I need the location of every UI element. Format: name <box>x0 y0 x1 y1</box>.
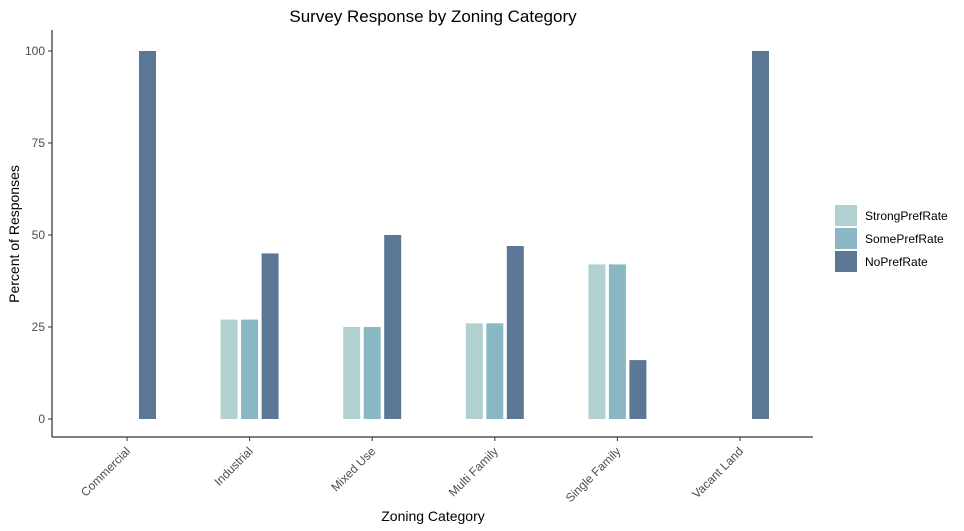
bar-StrongPrefRate-multi-family <box>465 323 483 419</box>
legend-label-NoPrefRate: NoPrefRate <box>865 255 928 269</box>
x-tick-label: Commercial <box>78 444 133 499</box>
x-tick-label: Multi Family <box>446 444 501 499</box>
y-tick-label: 75 <box>32 136 46 150</box>
x-tick-label: Mixed Use <box>328 444 378 494</box>
legend: StrongPrefRate SomePrefRate NoPrefRate <box>835 205 948 272</box>
y-tick-label: 50 <box>32 228 46 242</box>
legend-label-SomePrefRate: SomePrefRate <box>865 232 944 246</box>
bar-StrongPrefRate-single-family <box>588 264 606 419</box>
bar-SomePrefRate-mixed-use <box>363 327 381 419</box>
legend-swatch-SomePrefRate <box>835 228 857 249</box>
y-tick-label: 25 <box>32 320 46 334</box>
y-tick-label: 100 <box>25 44 45 58</box>
bar-NoPrefRate-industrial <box>261 253 279 419</box>
plot-area <box>139 51 769 419</box>
bar-NoPrefRate-single-family <box>629 360 647 419</box>
legend-swatch-StrongPrefRate <box>835 205 857 226</box>
bar-SomePrefRate-single-family <box>608 264 626 419</box>
y-tick-label: 0 <box>38 412 45 426</box>
bar-NoPrefRate-multi-family <box>506 246 524 419</box>
x-tick-label: Single Family <box>563 444 624 505</box>
y-axis-ticks: 0 25 50 75 100 <box>25 44 52 426</box>
bar-NoPrefRate-commercial <box>139 51 156 419</box>
x-axis-ticks: Commercial Industrial Mixed Use Multi Famil… <box>78 437 746 505</box>
bar-StrongPrefRate-mixed-use <box>343 327 361 419</box>
legend-label-StrongPrefRate: StrongPrefRate <box>865 209 948 223</box>
x-axis-title: Zoning Category <box>381 508 485 524</box>
bar-NoPrefRate-vacant-land <box>752 51 769 419</box>
bar-SomePrefRate-industrial <box>241 319 259 419</box>
legend-swatch-NoPrefRate <box>835 251 857 272</box>
y-axis-title: Percent of Responses <box>6 165 22 303</box>
x-tick-label: Industrial <box>211 444 255 488</box>
chart-title: Survey Response by Zoning Category <box>289 7 577 26</box>
bar-StrongPrefRate-industrial <box>220 319 238 419</box>
bar-NoPrefRate-mixed-use <box>384 235 402 419</box>
bar-SomePrefRate-multi-family <box>486 323 504 419</box>
x-tick-label: Vacant Land <box>689 444 746 501</box>
